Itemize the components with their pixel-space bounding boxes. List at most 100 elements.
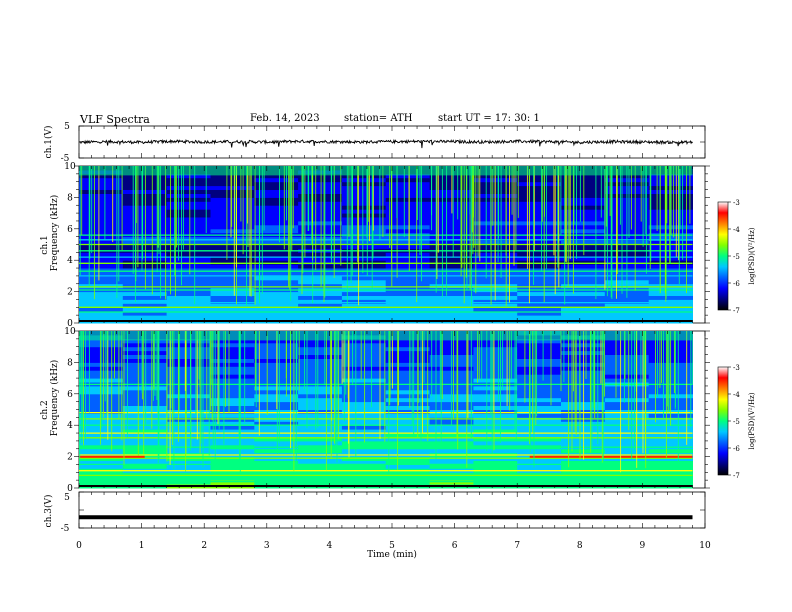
spectrogram-cell	[517, 272, 562, 277]
spectrogram-cell	[298, 342, 343, 348]
spectrogram-cell	[561, 264, 606, 269]
spectrogram-cell	[166, 213, 211, 218]
spectrogram-cell	[604, 366, 650, 371]
spectrogram-cell	[517, 213, 562, 218]
spectrogram-cell	[341, 311, 387, 316]
spectrogram-cell	[517, 217, 562, 222]
spectrogram-cell	[122, 405, 168, 410]
spectrogram-cell	[473, 440, 518, 446]
spectrogram-cell	[210, 264, 255, 269]
colorbar-tick-label: -5	[733, 418, 740, 426]
spectrogram-cell	[385, 252, 430, 257]
spectrogram-cell	[517, 413, 562, 418]
spectrogram-cell	[517, 342, 562, 348]
spectrogram-cell	[385, 264, 430, 269]
spectrogram-cell	[298, 240, 343, 245]
spectrogram-cell	[429, 295, 474, 300]
spectrogram-cell	[166, 476, 211, 481]
spectrogram-cell	[385, 472, 430, 477]
spectrogram-cell	[166, 389, 211, 395]
spectrogram-cell	[210, 358, 255, 363]
spectrogram-cell	[561, 240, 606, 245]
spectrogram-cell	[561, 244, 606, 249]
spectrogram-cell	[385, 260, 430, 265]
spectrogram-cell	[341, 244, 387, 249]
spectrogram-cell	[122, 401, 168, 406]
spectrogram-cell	[385, 413, 430, 418]
spectrogram-cell	[341, 476, 387, 481]
spectrogram-cell	[341, 224, 387, 230]
spectrogram-cell	[210, 209, 255, 214]
spectrogram-cell	[561, 291, 606, 296]
spectrogram-cell	[385, 370, 430, 375]
spectrogram-cell	[517, 385, 562, 391]
spectrogram-cell	[517, 307, 562, 312]
spectrogram-cell	[79, 264, 124, 269]
spectrogram-cell	[166, 464, 211, 469]
spectrogram-cell	[648, 244, 693, 249]
spectrogram-cell	[254, 279, 299, 285]
spectrogram-cell	[298, 366, 343, 371]
spectrogram-cell	[210, 307, 255, 312]
spectrogram-cell	[122, 338, 168, 344]
spectrogram-cell	[517, 370, 562, 375]
spectrogram-cell	[166, 197, 211, 202]
spectrogram-cell	[210, 366, 255, 371]
spectrogram-cell	[517, 303, 562, 308]
emission-band	[79, 455, 145, 458]
spectrogram-baseline	[79, 485, 693, 487]
spectrogram-cell	[210, 401, 255, 406]
spectrogram-cell	[517, 358, 562, 363]
spectrogram-cell	[210, 220, 255, 226]
spectrogram-cell	[341, 220, 387, 226]
spectrogram-cell	[604, 303, 650, 308]
spectrogram-cell	[254, 177, 299, 183]
spectrogram-cell	[166, 385, 211, 391]
spectrogram-cell	[254, 421, 299, 426]
spectrogram-cell	[561, 460, 606, 465]
spectrogram-cell	[210, 338, 255, 344]
spectrogram-cell	[473, 299, 518, 304]
spectrogram-cell	[79, 370, 124, 375]
spectrogram-cell	[517, 421, 562, 426]
spectrogram-cell	[254, 476, 299, 481]
spectrogram-cell	[166, 409, 211, 414]
spectrogram-cell	[298, 389, 343, 395]
spectrogram-cell	[210, 342, 255, 348]
x-tick-label: 3	[264, 541, 270, 551]
spectrogram-cell	[166, 460, 211, 465]
spectrogram-cell	[341, 338, 387, 344]
spectrogram-cell	[210, 291, 255, 296]
ch1-spec-ticks	[74, 165, 710, 324]
spectrogram-cell	[341, 401, 387, 406]
spectrogram-cell	[254, 307, 299, 312]
spectrogram-cell	[298, 228, 343, 234]
spectrogram-cell	[166, 346, 211, 352]
spectrogram-cell	[385, 197, 430, 202]
spectrogram-cell	[561, 197, 606, 202]
spectrogram-cell	[166, 417, 211, 422]
spectrogram-cell	[298, 362, 343, 367]
ch2-spec-ytick-labels: 10 8 6 4 2 0	[64, 327, 76, 494]
spectrogram-cell	[429, 472, 474, 477]
spectrogram-cell	[254, 260, 299, 265]
spectrogram-cell	[517, 393, 562, 399]
spectrogram-cell	[298, 401, 343, 406]
spectrogram-cell	[561, 213, 606, 218]
spectrogram-cell	[298, 268, 343, 273]
spectrogram-cell	[517, 173, 562, 179]
spectrogram-cell	[385, 299, 430, 304]
spectrogram-cell	[298, 197, 343, 202]
spectrogram-cell	[473, 476, 518, 481]
spectrogram-cell	[298, 448, 343, 454]
spectrogram-cell	[298, 224, 343, 230]
spectrogram-cell	[517, 275, 562, 281]
spectrogram-cell	[341, 283, 387, 289]
spectrogram-cell	[517, 260, 562, 265]
spectrogram-cell	[473, 311, 518, 316]
spectrogram-cell	[517, 433, 562, 438]
freq-tick-label: 8	[67, 193, 73, 203]
spectrogram-cell	[385, 401, 430, 406]
spectrogram-cell	[298, 397, 343, 403]
spectrogram-cell	[341, 240, 387, 245]
